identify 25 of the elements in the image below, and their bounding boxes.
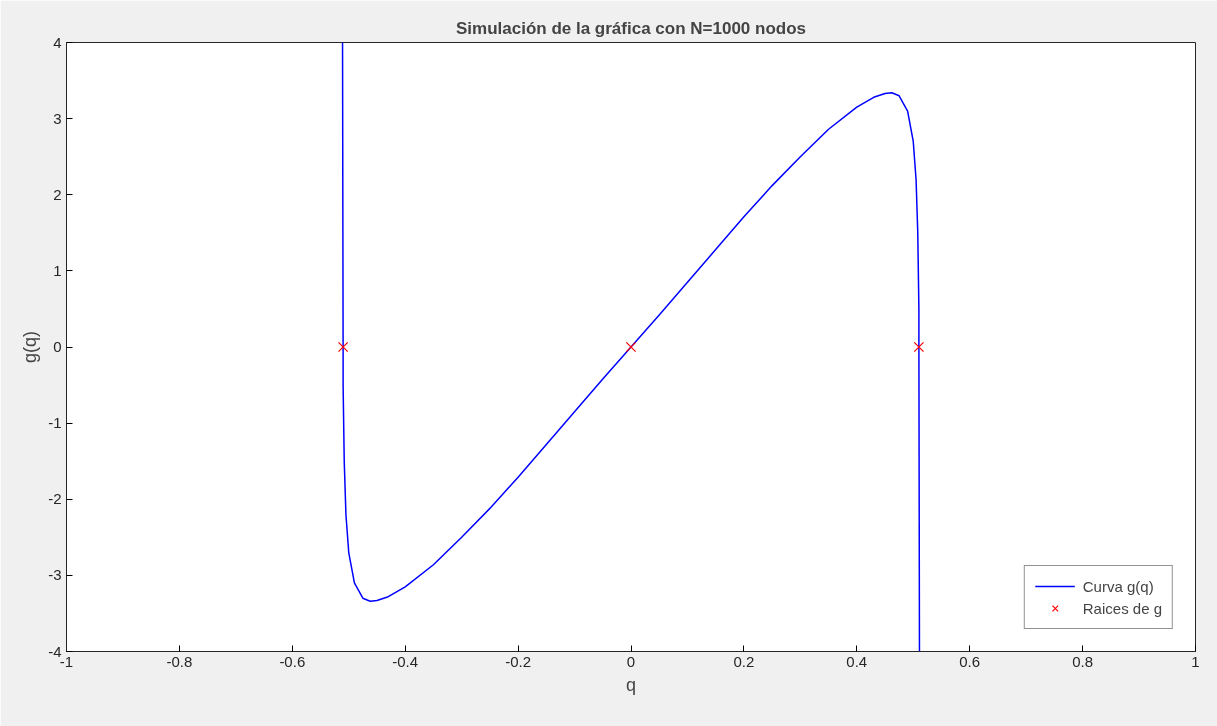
line-series <box>341 42 921 652</box>
x-axis-title: q <box>625 674 637 695</box>
x-tick-label: 0.6 <box>959 652 981 670</box>
y-axis-title: g(q) <box>20 330 41 363</box>
x-tick-label: -0.4 <box>392 652 419 670</box>
x-tick-label: 1 <box>1191 652 1200 670</box>
x-tick-label: 0.4 <box>846 652 868 670</box>
y-tick-label: -1 <box>48 414 62 432</box>
x-tick-label: -0.2 <box>505 652 532 670</box>
y-tick-label: 4 <box>53 33 62 51</box>
y-tick-label: -3 <box>48 566 62 584</box>
y-tick-label: 2 <box>53 185 62 203</box>
legend-label: Raices de g <box>1082 599 1162 617</box>
x-tick-label: 0.2 <box>733 652 755 670</box>
chart-title: Simulación de la gráfica con N=1000 nodos <box>455 18 807 38</box>
x-tick-label: -0.8 <box>166 652 193 670</box>
y-tick-label: 1 <box>53 261 62 279</box>
x-tick-label: 0 <box>626 652 636 670</box>
y-tick-label: -2 <box>48 490 62 508</box>
y-tick-label: 0 <box>53 338 62 355</box>
x-tick-label: -0.6 <box>279 652 306 670</box>
legend-label: Curva g(q) <box>1082 577 1154 595</box>
x-tick-label: 0.8 <box>1072 652 1094 670</box>
y-tick-label: -4 <box>48 642 62 660</box>
y-tick-label: 3 <box>53 109 62 127</box>
